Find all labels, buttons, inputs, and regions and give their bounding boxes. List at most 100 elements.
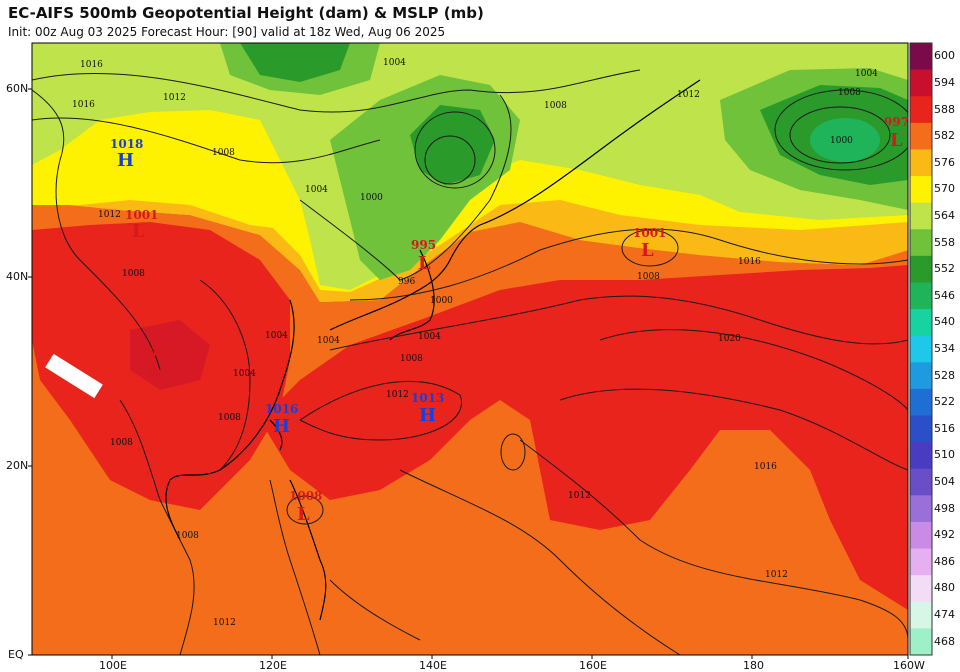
center-value: 1005	[140, 346, 173, 360]
isobar-label: 1004	[317, 336, 340, 346]
legend-swatch	[910, 548, 932, 576]
legend-value: 522	[934, 395, 955, 409]
high-center-marker: H	[273, 416, 290, 437]
legend-value: 600	[934, 49, 955, 63]
isobar-label: 1004	[418, 332, 441, 342]
isobar-label: 1000	[360, 193, 383, 203]
legend-value: 552	[934, 262, 955, 276]
low-center-marker: L	[132, 221, 145, 242]
low-center-marker: L	[641, 240, 654, 261]
legend-value: 492	[934, 528, 955, 542]
isobar-label: 1012	[386, 390, 409, 400]
legend-swatch	[910, 69, 932, 97]
legend-value: 564	[934, 208, 955, 222]
isobar-label: 1008	[400, 354, 423, 364]
low-center-marker: L	[890, 130, 903, 151]
low-center-marker: L	[418, 253, 431, 274]
pressure-centers: 1018 H 1001 L 995 L 1001 L 997 L 1005 L …	[110, 115, 909, 525]
legend-swatch	[910, 388, 932, 417]
legend-swatch	[910, 335, 932, 363]
center-value: 1008	[289, 489, 322, 503]
legend-value: 582	[934, 129, 955, 143]
isobar-label: 1016	[72, 100, 95, 110]
legend-swatch	[910, 521, 932, 550]
isobar-label: 1016	[754, 462, 777, 472]
lat-label-60n: 60N	[6, 82, 29, 95]
isobar-label: 1016	[80, 60, 103, 70]
legend-value: 516	[934, 421, 955, 435]
legend-swatch	[910, 43, 932, 71]
isobar-label: 1004	[305, 185, 328, 195]
legend-swatch	[910, 96, 932, 124]
map-frame	[31, 42, 909, 656]
isobar-label: 1008	[110, 438, 133, 448]
legend-value: 474	[934, 608, 955, 622]
lon-label-180: 180	[743, 659, 764, 672]
isobar-label: 1000	[830, 136, 853, 146]
legend-value: 498	[934, 501, 955, 515]
center-value: 1001	[125, 208, 158, 222]
legend-value: 594	[934, 75, 955, 89]
isobar-label: 1008	[838, 88, 861, 98]
legend-value: 468	[934, 634, 955, 648]
legend-value: 534	[934, 342, 955, 355]
legend-value: 486	[934, 554, 955, 568]
isobar-label: 1004	[383, 58, 406, 68]
lon-label-160e: 160E	[579, 659, 607, 672]
legend-value: 570	[934, 182, 955, 196]
legend-colorbar	[909, 42, 933, 656]
isobar-label: 1004	[855, 69, 878, 79]
low-center-marker: L	[148, 360, 161, 381]
isobar-label: 1004	[233, 369, 256, 379]
map-title: EC-AIFS 500mb Geopotential Height (dam) …	[8, 4, 484, 22]
legend-swatch	[910, 309, 932, 337]
isobar-label: 1000	[430, 296, 453, 306]
legend-swatch	[910, 362, 932, 390]
isobar-label: 1008	[637, 272, 660, 282]
isobar-label: 1012	[163, 93, 186, 103]
legend-swatch	[910, 442, 932, 470]
white-marker	[45, 353, 103, 399]
isobar-label: 1012	[213, 618, 236, 628]
legend-swatch	[910, 255, 932, 283]
legend-swatch	[910, 122, 932, 150]
legend-value: 480	[934, 581, 955, 595]
lon-label-160w: 160W	[893, 659, 925, 672]
isobar-label: 1008	[544, 101, 567, 111]
legend-value: 510	[934, 448, 955, 462]
isobar-label: 996	[398, 277, 415, 287]
legend-value: 546	[934, 288, 955, 302]
lat-label-eq: EQ	[8, 648, 24, 661]
high-center-marker: H	[117, 150, 134, 171]
isobar-label: 1012	[568, 491, 591, 501]
legend-swatch	[910, 415, 932, 443]
lon-label-120e: 120E	[259, 659, 287, 672]
isobar-label: 1020	[718, 334, 741, 344]
legend-frame	[909, 42, 933, 656]
legend-value: 576	[934, 155, 955, 169]
center-value: 995	[411, 238, 436, 252]
lon-label-100e: 100E	[99, 659, 127, 672]
legend-swatch	[910, 628, 932, 656]
coastlines	[165, 79, 701, 621]
center-value: 1016	[265, 402, 298, 416]
legend-swatch	[910, 176, 932, 204]
legend-swatch	[910, 202, 932, 230]
isobar-label: 1016	[738, 257, 761, 267]
legend-swatch	[910, 149, 932, 177]
isobar-label-group: 1016 1012 1016 1004 1004 1012 1008 1008 …	[72, 58, 878, 628]
center-value: 1018	[110, 137, 143, 151]
legend-value: 588	[934, 102, 955, 116]
legend-swatch	[910, 229, 932, 257]
center-value: 997	[884, 115, 909, 129]
lon-label-140e: 140E	[419, 659, 447, 672]
map-subtitle: Init: 00z Aug 03 2025 Forecast Hour: [90…	[8, 25, 446, 39]
isobar-label: 1008	[212, 148, 235, 158]
isobar-label: 1008	[122, 269, 145, 279]
legend-value: 558	[934, 235, 955, 249]
isobar-lines	[32, 69, 908, 655]
legend-value: 540	[934, 315, 955, 329]
lat-label-20n: 20N	[6, 459, 29, 472]
legend-swatch	[910, 468, 932, 496]
